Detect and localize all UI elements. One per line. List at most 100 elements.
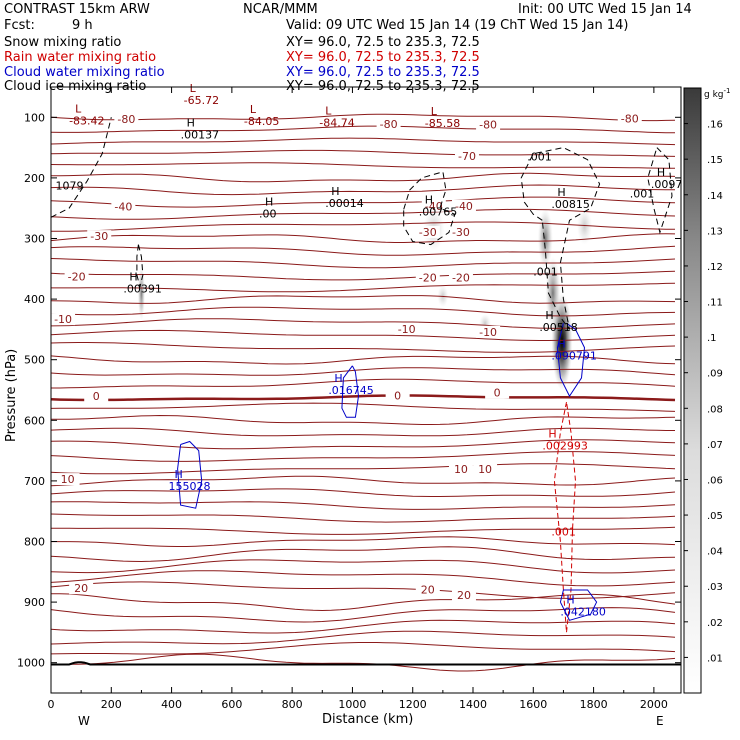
isotherm-line <box>51 378 676 389</box>
isotherm-label: -20 <box>419 271 437 284</box>
extremum-marker: H <box>175 468 183 481</box>
x-tick-label: 800 <box>282 698 303 711</box>
isotherm-label: 0 <box>394 389 401 402</box>
extremum-value: .00014 <box>325 197 364 210</box>
isotherm-line <box>50 295 676 304</box>
y-tick-label: 400 <box>24 293 45 306</box>
isotherm-label: -10 <box>398 323 416 336</box>
extremum-marker: H <box>265 195 273 208</box>
isotherm-label: -30 <box>452 226 470 239</box>
isotherm-label-bg <box>385 389 410 402</box>
extremum-marker: L <box>325 104 332 117</box>
extremum-value: .002993 <box>542 439 588 452</box>
extremum-marker: L <box>190 82 197 95</box>
isotherm-label-bg <box>415 271 440 284</box>
extremum-marker: H <box>548 427 556 440</box>
field-cloudwater-name: Cloud water mixing ratio <box>4 65 165 80</box>
extremum-marker: L <box>75 103 82 116</box>
cloud-water-contour <box>341 365 360 418</box>
isotherm-label: 10 <box>454 463 468 476</box>
extremum-marker: H <box>187 117 195 130</box>
isotherm-line <box>50 570 676 587</box>
x-tick-label: 1400 <box>459 698 487 711</box>
terrain-line <box>51 661 681 666</box>
extremum-marker: H <box>557 186 565 199</box>
x-tick-label: 600 <box>221 698 242 711</box>
isotherm-line <box>50 113 676 122</box>
colorbar-unit-base: g kg <box>704 90 724 100</box>
cloud-ice-contour <box>520 147 601 330</box>
isotherm-label-bg <box>394 322 419 335</box>
valid-time: Valid: 09 UTC Wed 15 Jan 14 (19 ChT Wed … <box>286 18 629 33</box>
isotherm-label: -10 <box>479 326 497 339</box>
isotherm-line <box>50 318 676 329</box>
isotherm-line <box>50 367 676 376</box>
isotherm-label: -80 <box>117 113 135 126</box>
contour-label: .001 <box>551 525 576 538</box>
colorbar-tick-label: .07 <box>707 440 723 451</box>
isotherm-label-bg <box>415 225 440 238</box>
isotherm-label: -30 <box>90 230 108 243</box>
isotherm-line <box>50 546 676 563</box>
isotherm-line <box>51 414 676 425</box>
isotherm-line <box>50 653 676 672</box>
isotherm-line <box>51 282 676 293</box>
isotherm-label-bg <box>476 118 501 131</box>
x-tick-label: 2000 <box>640 698 668 711</box>
isotherm-label: 0 <box>93 390 100 403</box>
cloud-ice-contour <box>136 244 144 288</box>
isotherm-label: -70 <box>458 150 476 163</box>
extremum-marker: H <box>425 193 433 206</box>
isotherm-label: 0 <box>494 386 501 399</box>
isotherm-line <box>50 475 676 487</box>
isotherm-label-bg <box>448 225 473 238</box>
x-tick-label: 0 <box>48 698 55 711</box>
colorbar-tick-label: .01 <box>707 653 723 664</box>
isotherm-line <box>50 642 676 655</box>
isotherm-label-bg <box>448 271 473 284</box>
org-label: NCAR/MMM <box>243 2 318 17</box>
isotherm-line <box>50 172 676 183</box>
x-tick-label: 1800 <box>580 698 608 711</box>
isotherm-line <box>50 125 676 134</box>
isotherm-label-bg <box>114 113 139 126</box>
extremum-marker: H <box>557 338 565 351</box>
colorbar-tick-label: .03 <box>707 582 723 593</box>
isotherm-label: -80 <box>479 119 497 132</box>
y-axis-title: Pressure (hPa) <box>4 348 19 442</box>
extremum-marker: H <box>566 593 574 606</box>
extremum-marker: L <box>250 103 257 116</box>
model-title: CONTRAST 15km ARW <box>4 2 150 17</box>
isotherm-line <box>50 245 676 256</box>
field-snow-name: Snow mixing ratio <box>4 35 122 50</box>
isotherm-label-bg <box>448 462 473 475</box>
fcst-value: 9 h <box>72 18 93 33</box>
extremum-value: 155028 <box>169 480 211 493</box>
colorbar-tick-label: .06 <box>707 475 723 486</box>
colorbar-tick-label: .1 <box>707 333 717 344</box>
isotherm-line <box>50 488 676 497</box>
extremum-value: -84.74 <box>319 116 354 129</box>
isotherm-label-bg <box>476 325 501 338</box>
isotherm-label: -40 <box>455 200 473 213</box>
isotherm-line <box>51 221 676 232</box>
isotherm-line <box>50 402 676 412</box>
isotherm-line <box>50 630 676 645</box>
field-snow-xy: XY= 96.0, 72.5 to 235.3, 72.5 <box>286 35 480 50</box>
isotherm-line <box>50 208 676 220</box>
isotherm-label: 20 <box>74 582 88 595</box>
extremum-value: -65.72 <box>184 94 219 107</box>
extremum-marker: H <box>545 309 553 322</box>
x-tick-label: 400 <box>161 698 182 711</box>
extremum-value: -83.42 <box>69 115 104 128</box>
y-tick-label: 200 <box>24 172 45 185</box>
isotherm-line <box>50 137 676 146</box>
isotherm-label: -40 <box>114 200 132 213</box>
isotherm-label: 10 <box>478 463 492 476</box>
colorbar-tick-label: .13 <box>707 226 723 237</box>
colorbar-tick-label: .08 <box>707 404 723 415</box>
extremum-value: .00137 <box>181 129 220 142</box>
contour-label: .001 <box>527 150 552 163</box>
cloud-ice-contour <box>403 171 456 246</box>
